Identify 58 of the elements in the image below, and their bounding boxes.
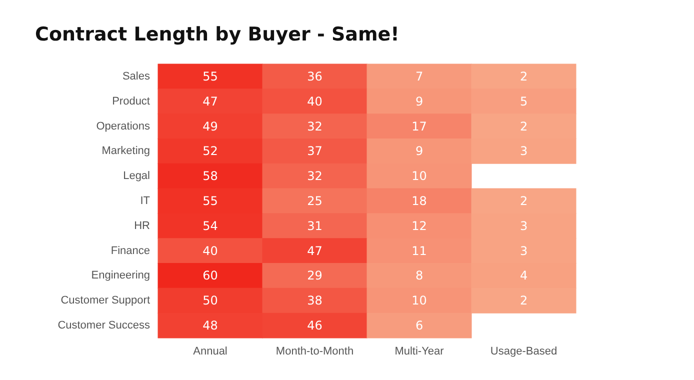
x-tick-label: Annual [193,346,228,358]
data-label: 49 [202,119,218,134]
data-label: 17 [412,119,427,134]
data-label: 12 [412,218,427,233]
data-label: 10 [412,294,427,308]
data-label: 40 [307,94,322,108]
y-tick-label: Finance [110,244,150,257]
data-label: 9 [415,94,424,108]
data-label: 58 [202,169,218,184]
data-label: 40 [202,244,218,258]
data-label: 4 [520,268,528,283]
y-tick-label: Operations [96,120,150,132]
data-label: 36 [307,69,322,84]
data-label: 29 [307,268,322,283]
data-label: 7 [415,69,424,84]
data-label: 38 [307,294,322,308]
y-tick-label: HR [134,220,150,232]
data-label: 10 [412,169,427,184]
data-label: 47 [202,94,218,108]
data-label: 55 [202,69,218,84]
y-tick-label: Sales [122,70,150,82]
x-tick-label: Month-to-Month [276,346,354,358]
data-label: 3 [520,218,528,233]
data-label: 6 [415,318,424,333]
data-label: 54 [202,218,218,233]
x-tick-label: Multi-Year [394,346,444,358]
data-label: 11 [412,244,427,258]
data-label: 18 [412,194,427,208]
data-label: 32 [307,119,322,134]
y-tick-label: Customer Support [60,294,150,307]
data-label: 9 [415,144,424,158]
data-label: 37 [307,144,322,158]
y-tick-label: Marketing [102,145,150,158]
y-tick-label: Product [112,95,150,108]
data-label: 2 [520,294,528,308]
data-label: 52 [202,144,218,158]
data-label: 60 [202,268,218,283]
data-label: 48 [202,318,218,333]
data-label: 31 [307,218,322,233]
chart-title: Contract Length by Buyer - Same! [35,24,400,46]
data-label: 3 [520,144,528,158]
data-label: 8 [415,268,424,283]
y-tick-label: Customer Success [58,320,150,332]
data-label: 2 [520,194,528,208]
data-label: 25 [307,194,322,208]
data-label: 3 [520,244,528,258]
data-label: 5 [520,94,528,108]
x-tick-label: Usage-Based [490,346,558,358]
data-label: 50 [202,294,218,308]
y-tick-label: Legal [123,170,150,182]
data-label: 55 [202,194,218,208]
data-label: 32 [307,169,322,184]
data-label: 2 [520,69,528,84]
data-label: 2 [520,119,528,134]
data-label: 47 [307,244,322,258]
y-tick-label: IT [140,195,150,207]
y-tick-label: Engineering [91,270,150,282]
data-label: 46 [307,318,322,333]
